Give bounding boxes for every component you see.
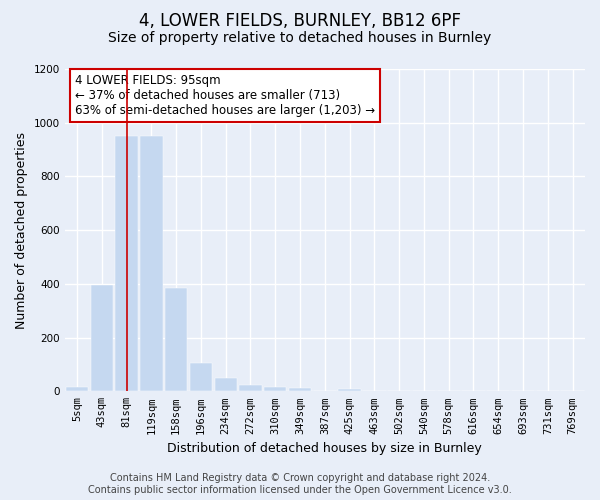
Bar bbox=[239, 384, 262, 392]
Bar bbox=[190, 363, 212, 392]
Text: 4, LOWER FIELDS, BURNLEY, BB12 6PF: 4, LOWER FIELDS, BURNLEY, BB12 6PF bbox=[139, 12, 461, 30]
Bar bbox=[264, 388, 286, 392]
Bar bbox=[165, 288, 187, 392]
Y-axis label: Number of detached properties: Number of detached properties bbox=[15, 132, 28, 328]
Bar bbox=[115, 136, 138, 392]
Text: Contains HM Land Registry data © Crown copyright and database right 2024.
Contai: Contains HM Land Registry data © Crown c… bbox=[88, 474, 512, 495]
Text: Size of property relative to detached houses in Burnley: Size of property relative to detached ho… bbox=[109, 31, 491, 45]
Bar bbox=[140, 136, 163, 392]
Bar bbox=[215, 378, 237, 392]
Text: 4 LOWER FIELDS: 95sqm
← 37% of detached houses are smaller (713)
63% of semi-det: 4 LOWER FIELDS: 95sqm ← 37% of detached … bbox=[75, 74, 375, 117]
X-axis label: Distribution of detached houses by size in Burnley: Distribution of detached houses by size … bbox=[167, 442, 482, 455]
Bar bbox=[338, 388, 361, 392]
Bar bbox=[66, 388, 88, 392]
Bar bbox=[91, 285, 113, 392]
Bar bbox=[289, 388, 311, 392]
